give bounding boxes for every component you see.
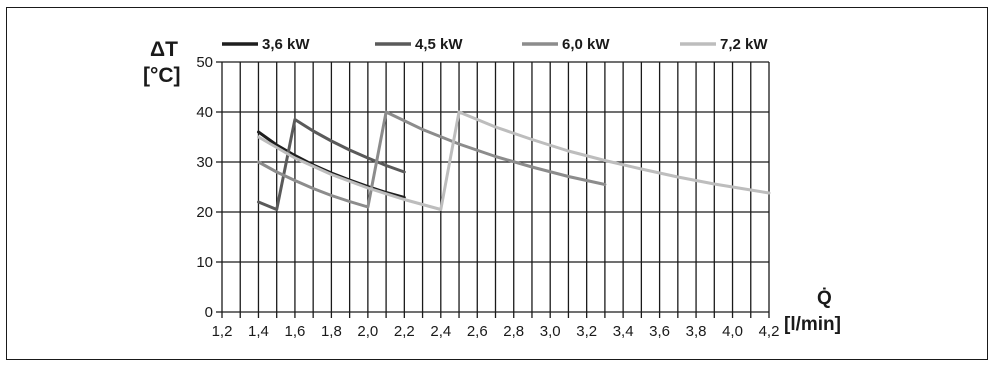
chart-frame: [6, 7, 988, 360]
series-lines: [257, 110, 771, 211]
x-tick-label: 2,4: [430, 323, 451, 340]
x-tick-label: 1,6: [285, 323, 306, 340]
series-line-3: [257, 110, 607, 209]
x-tick-label: 3,8: [686, 323, 707, 340]
y-tick-label: 50: [196, 54, 213, 71]
legend-label-2: 4,5 kW: [415, 36, 463, 53]
x-tick-label: 2,8: [503, 323, 524, 340]
series-line-2: [257, 118, 406, 211]
x-tick-label: 2,2: [394, 323, 415, 340]
x-tick-label: 4,0: [722, 323, 743, 340]
x-tick-label: 1,2: [212, 323, 233, 340]
x-tick-label: 3,2: [576, 323, 597, 340]
y-tick-label: 20: [196, 204, 213, 221]
y-axis-label-symbol: ΔT: [150, 38, 178, 61]
legend-label-1: 3,6 kW: [262, 36, 310, 53]
x-tick-label: 3,0: [540, 323, 561, 340]
x-tick-label: 1,8: [321, 323, 342, 340]
y-axis-label-unit: [°C]: [143, 64, 181, 87]
y-tick-label: 0: [205, 304, 213, 321]
y-tick-label: 40: [196, 104, 213, 121]
legend: 3,6 kW 4,5 kW 6,0 kW 7,2 kW: [222, 36, 768, 53]
x-tick-label: 3,6: [649, 323, 670, 340]
x-tick-label: 1,4: [248, 323, 269, 340]
x-axis-label-symbol: Q̇: [817, 287, 832, 309]
y-tick-label: 30: [196, 154, 213, 171]
x-tick-label: 3,4: [613, 323, 634, 340]
legend-label-4: 7,2 kW: [720, 36, 768, 53]
series-line-4: [257, 110, 771, 211]
x-tick-label: 4,2: [759, 323, 780, 340]
grid: [216, 61, 770, 318]
tick-labels: 1,2 1,4 1,6 1,8 2,0 2,2 2,4 2,6 2,8 3,0 3,2 3,4 3,6 3…: [196, 54, 779, 340]
x-axis-label-unit: [l/min]: [784, 314, 841, 335]
x-tick-label: 2,0: [357, 323, 378, 340]
x-tick-label: 2,6: [467, 323, 488, 340]
y-tick-label: 10: [196, 254, 213, 271]
legend-label-3: 6,0 kW: [562, 36, 610, 53]
